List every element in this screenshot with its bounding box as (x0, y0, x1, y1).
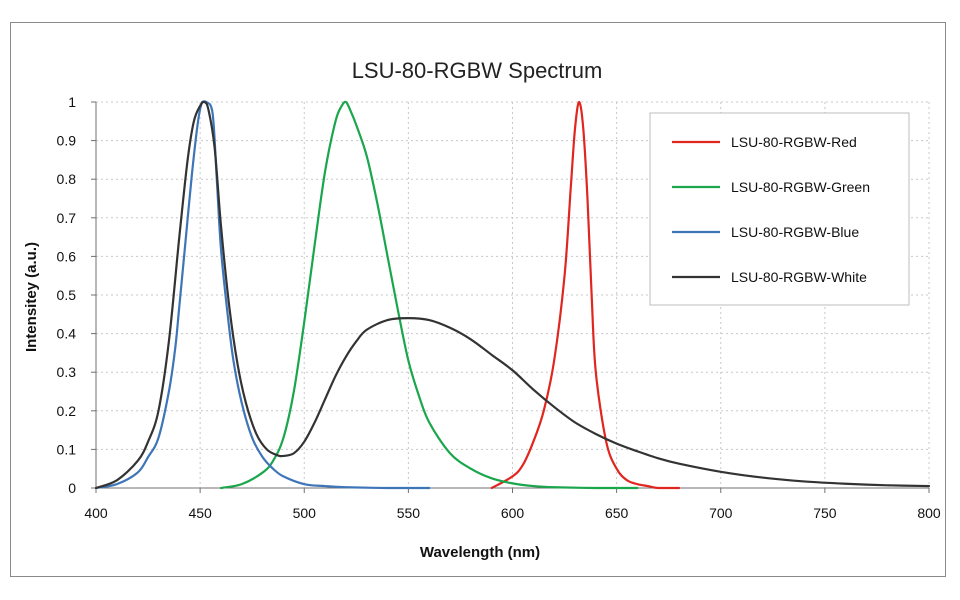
series-line-lsu-80-rgbw-white (94, 100, 931, 490)
x-tick-label-0: 400 (84, 505, 108, 521)
y-axis-label: Intensitey (a.u.) (23, 242, 40, 352)
y-tick-label-10: 1 (68, 94, 76, 110)
chart-title: LSU-80-RGBW Spectrum (352, 58, 603, 83)
y-tick-label-3: 0.3 (57, 364, 77, 380)
y-tick-label-4: 0.4 (57, 326, 77, 342)
grid (96, 101, 930, 488)
y-tick-label-2: 0.2 (57, 403, 77, 419)
legend: LSU-80-RGBW-Red LSU-80-RGBW-Green LSU-80-R… (649, 112, 910, 306)
x-ticks: 400 450 500 550 600 650 700 750 800 (84, 488, 941, 521)
y-tick-label-8: 0.8 (57, 171, 77, 187)
legend-box (649, 112, 910, 306)
legend-label-lsu-80-rgbw-blue: LSU-80-RGBW-Blue (731, 224, 859, 240)
legend-label-lsu-80-rgbw-red: LSU-80-RGBW-Red (731, 134, 857, 150)
x-tick-label-2: 500 (293, 505, 317, 521)
y-tick-label-1: 0.1 (57, 441, 77, 457)
series-line-lsu-80-rgbw-red (490, 100, 681, 490)
y-tick-label-7: 0.7 (57, 210, 77, 226)
y-tick-label-6: 0.6 (57, 248, 77, 264)
x-tick-label-1: 450 (188, 505, 212, 521)
x-axis-label: Wavelength (nm) (420, 544, 540, 561)
series-lines (94, 100, 931, 490)
x-tick-label-3: 550 (397, 505, 421, 521)
series-line-lsu-80-rgbw-green (219, 100, 639, 490)
legend-label-lsu-80-rgbw-green: LSU-80-RGBW-Green (731, 179, 870, 195)
y-tick-label-9: 0.9 (57, 133, 77, 149)
legend-label-lsu-80-rgbw-white: LSU-80-RGBW-White (731, 269, 867, 285)
x-tick-label-8: 800 (917, 505, 941, 521)
x-tick-label-5: 650 (605, 505, 629, 521)
x-tick-label-6: 700 (709, 505, 733, 521)
y-tick-label-0: 0 (68, 480, 76, 496)
y-ticks: 0 0.1 0.2 0.3 0.4 0.5 0.6 0.7 0.8 0.9 1 (57, 94, 96, 496)
y-tick-label-5: 0.5 (57, 287, 77, 303)
x-tick-label-7: 750 (813, 505, 837, 521)
x-tick-label-4: 600 (501, 505, 525, 521)
